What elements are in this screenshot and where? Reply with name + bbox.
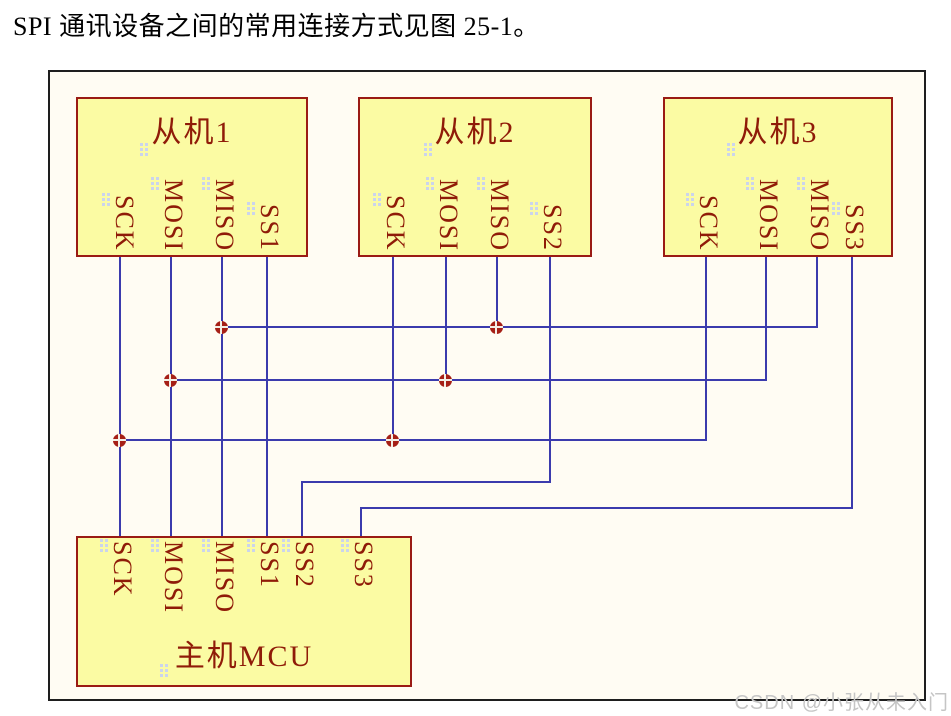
wire-ss2-vertical-upper	[549, 257, 551, 483]
pin-label-miso: MISO	[202, 538, 239, 615]
wire-slave1-sck-vertical	[119, 257, 121, 536]
pin-label-ss3: SS3	[832, 202, 869, 252]
wire-slave3-mosi-vertical	[765, 257, 767, 381]
wire-sck-bus	[119, 439, 707, 441]
wire-ss3-vertical-lower	[360, 507, 362, 536]
wire-slave3-sck-vertical	[705, 257, 707, 441]
junction-mosi-slave1	[164, 374, 177, 387]
wire-slave3-miso-vertical	[816, 257, 818, 328]
wire-mosi-bus	[170, 379, 767, 381]
pin-label-sck: SCK	[102, 193, 139, 252]
junction-miso-slave1	[215, 321, 228, 334]
pin-label-sck: SCK	[686, 193, 723, 252]
wire-ss3-horizontal	[360, 507, 853, 509]
pin-label-miso: MISO	[202, 176, 239, 252]
wire-slave2-miso-vertical	[496, 257, 498, 328]
pin-label-mosi: MOSI	[426, 176, 463, 252]
block-slave3: 从机3 SCK MOSI MISO SS3	[663, 97, 893, 257]
wire-slave1-miso-vertical	[221, 257, 223, 536]
grid-dots	[424, 143, 427, 146]
pin-label-sck: SCK	[373, 193, 410, 252]
pin-label-sck: SCK	[100, 539, 137, 598]
block-master-title: 主机MCU	[174, 640, 314, 673]
junction-sck-slave1	[113, 434, 126, 447]
block-slave1: 从机1 SCK MOSI MISO SS1	[76, 97, 308, 257]
wire-slave1-mosi-vertical	[170, 257, 172, 536]
block-slave2-title: 从机2	[434, 116, 516, 149]
wire-slave2-mosi-vertical	[445, 257, 447, 381]
caption: SPI 通讯设备之间的常用连接方式见图 25-1。	[13, 12, 540, 41]
grid-dots	[727, 143, 730, 146]
junction-miso-slave2	[490, 321, 503, 334]
block-slave1-title: 从机1	[151, 116, 233, 149]
wire-ss2-vertical-lower	[301, 481, 303, 536]
pin-label-ss2: SS2	[530, 202, 567, 252]
pin-label-miso: MISO	[477, 176, 514, 252]
pin-label-mosi: MOSI	[151, 538, 188, 615]
junction-sck-slave2	[386, 434, 399, 447]
wire-miso-bus	[221, 326, 818, 328]
block-slave2: 从机2 SCK MOSI MISO SS2	[358, 97, 592, 257]
pin-label-ss2: SS2	[282, 539, 319, 589]
pin-label-mosi: MOSI	[746, 176, 783, 252]
wire-ss2-horizontal	[301, 481, 551, 483]
block-slave3-title: 从机3	[737, 116, 819, 149]
pin-label-ss3: SS3	[341, 539, 378, 589]
pin-label-ss1: SS1	[247, 202, 284, 252]
grid-dots	[160, 664, 163, 667]
pin-label-mosi: MOSI	[151, 176, 188, 252]
junction-mosi-slave2	[439, 374, 452, 387]
pin-label-ss1: SS1	[247, 539, 284, 589]
pin-label-miso: MISO	[797, 176, 834, 252]
grid-dots	[140, 143, 143, 146]
wire-slave2-sck-vertical	[392, 257, 394, 441]
watermark: CSDN @小张从未入门	[734, 692, 949, 714]
block-master-mcu: SCK MOSI MISO SS1 SS2 SS3 主机MCU	[76, 536, 412, 687]
wire-ss1-vertical	[266, 257, 268, 536]
wire-ss3-vertical-upper	[851, 257, 853, 509]
